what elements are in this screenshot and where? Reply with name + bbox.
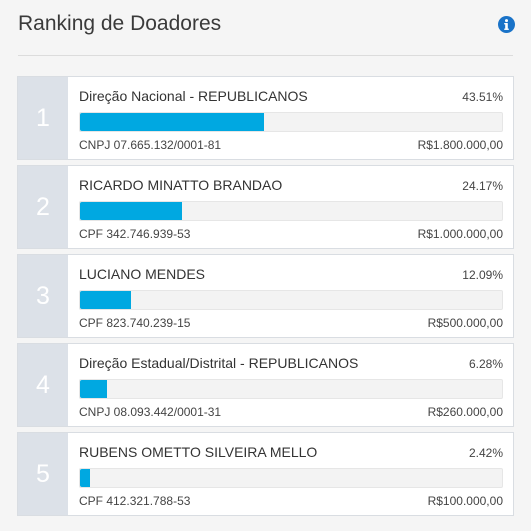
rank-number: 4	[18, 344, 68, 426]
donor-percent: 2.42%	[468, 446, 503, 460]
rank-number: 1	[18, 77, 68, 159]
page-title: Ranking de Doadores	[18, 12, 222, 35]
donor-document: CPF 412.321.788-53	[79, 494, 191, 508]
donor-card: 5 RUBENS OMETTO SILVEIRA MELLO 2.42% CPF…	[17, 432, 514, 516]
progress-fill	[80, 469, 91, 487]
panel-header: Ranking de Doadores	[0, 0, 531, 56]
donor-card: 3 LUCIANO MENDES 12.09% CPF 823.740.239-…	[17, 254, 514, 338]
progress-track	[79, 201, 503, 221]
rank-number: 3	[18, 255, 68, 337]
donor-amount: R$500.000,00	[427, 316, 503, 330]
donor-amount: R$100.000,00	[427, 494, 503, 508]
donor-name: Direção Nacional - REPUBLICANOS	[79, 88, 308, 104]
donor-name: Direção Estadual/Distrital - REPUBLICANO…	[79, 355, 359, 371]
info-icon[interactable]	[498, 16, 515, 33]
donor-document: CNPJ 07.665.132/0001-81	[79, 138, 222, 152]
progress-fill	[80, 380, 107, 398]
progress-track	[79, 468, 503, 488]
donor-amount: R$1.800.000,00	[417, 138, 503, 152]
donor-document: CPF 823.740.239-15	[79, 316, 191, 330]
donor-percent: 43.51%	[462, 90, 503, 104]
progress-track	[79, 290, 503, 310]
progress-fill	[80, 113, 264, 131]
rank-number: 5	[18, 433, 68, 515]
donor-card: 4 Direção Estadual/Distrital - REPUBLICA…	[17, 343, 514, 427]
donor-amount: R$260.000,00	[427, 405, 503, 419]
donor-percent: 24.17%	[462, 179, 503, 193]
donor-document: CPF 342.746.939-53	[79, 227, 191, 241]
donor-name: RUBENS OMETTO SILVEIRA MELLO	[79, 444, 318, 460]
progress-track	[79, 112, 503, 132]
donor-percent: 6.28%	[468, 357, 503, 371]
progress-fill	[80, 291, 132, 309]
donor-percent: 12.09%	[462, 268, 503, 282]
donor-amount: R$1.000.000,00	[417, 227, 503, 241]
donor-card: 1 Direção Nacional - REPUBLICANOS 43.51%…	[17, 76, 514, 160]
progress-fill	[80, 202, 182, 220]
donor-name: LUCIANO MENDES	[79, 266, 206, 282]
donor-document: CNPJ 08.093.442/0001-31	[79, 405, 222, 419]
header-divider	[18, 55, 513, 56]
donor-card: 2 RICARDO MINATTO BRANDAO 24.17% CPF 342…	[17, 165, 514, 249]
rank-number: 2	[18, 166, 68, 248]
donor-name: RICARDO MINATTO BRANDAO	[79, 177, 283, 193]
progress-track	[79, 379, 503, 399]
